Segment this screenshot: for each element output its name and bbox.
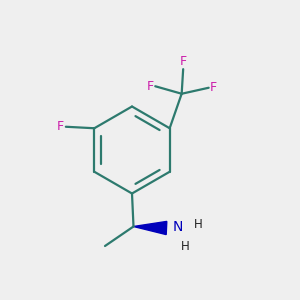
Text: N: N [173, 220, 183, 234]
Text: H: H [181, 240, 190, 253]
Text: H: H [194, 218, 202, 232]
Text: F: F [57, 120, 64, 133]
Text: F: F [147, 80, 154, 93]
Polygon shape [134, 221, 167, 235]
Text: F: F [210, 81, 217, 94]
Text: F: F [180, 55, 187, 68]
